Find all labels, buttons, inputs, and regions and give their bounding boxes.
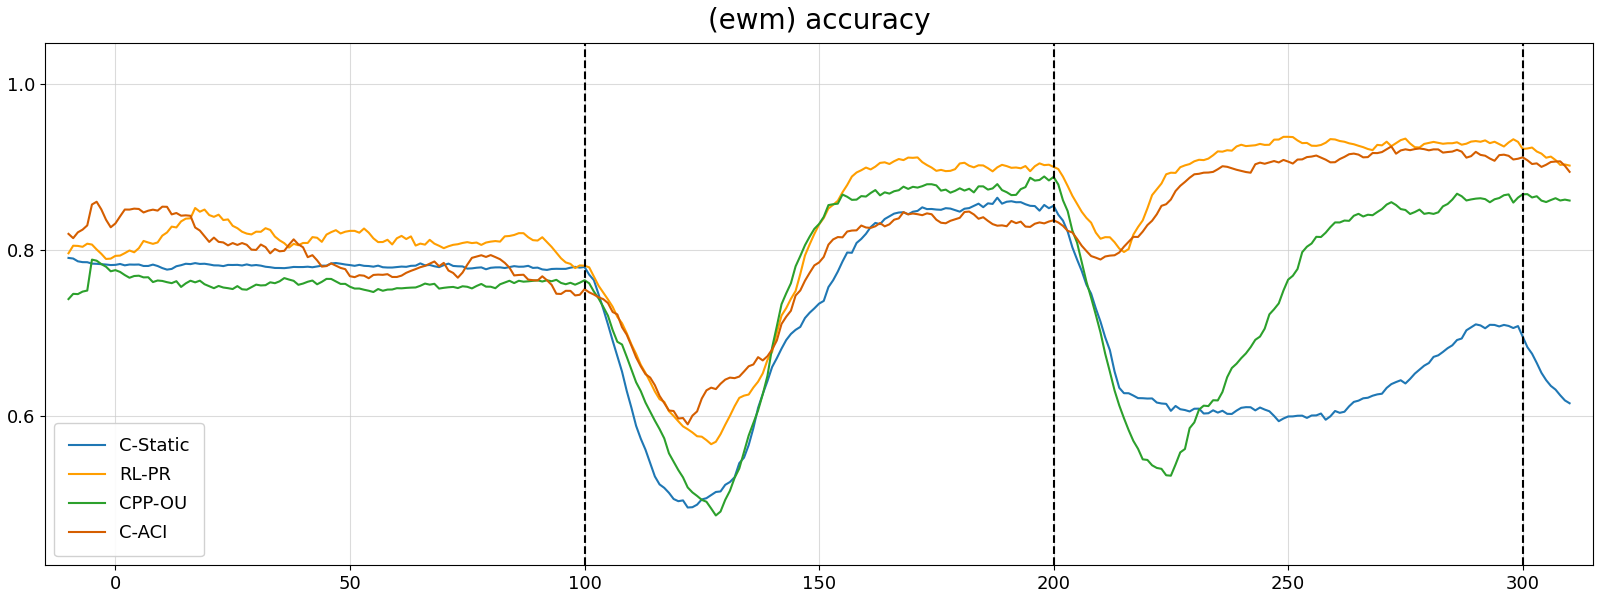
C-Static bbox=[1133, 395, 1152, 402]
CPP-OU bbox=[1006, 191, 1026, 199]
Legend: C-Static, RL-PR, CPP-OU, C-ACI: C-Static, RL-PR, CPP-OU, C-ACI bbox=[54, 423, 205, 556]
C-ACI bbox=[59, 230, 78, 238]
C-Static bbox=[678, 504, 698, 511]
CPP-OU bbox=[1035, 173, 1054, 180]
C-Static bbox=[1419, 359, 1438, 367]
RL-PR bbox=[59, 250, 78, 257]
RL-PR bbox=[1006, 164, 1026, 171]
Line: C-Static: C-Static bbox=[69, 198, 1570, 508]
Title: (ewm) accuracy: (ewm) accuracy bbox=[707, 7, 930, 35]
C-Static bbox=[965, 202, 984, 209]
CPP-OU bbox=[1419, 209, 1438, 217]
C-ACI bbox=[1560, 168, 1579, 175]
Line: RL-PR: RL-PR bbox=[69, 137, 1570, 444]
CPP-OU bbox=[706, 512, 725, 519]
C-Static bbox=[363, 263, 382, 270]
C-ACI bbox=[363, 271, 382, 278]
C-Static bbox=[59, 254, 78, 262]
RL-PR bbox=[730, 394, 749, 401]
C-Static bbox=[987, 194, 1006, 202]
C-ACI bbox=[1382, 143, 1402, 150]
C-Static bbox=[1560, 400, 1579, 407]
C-Static bbox=[1011, 199, 1030, 206]
CPP-OU bbox=[1133, 456, 1152, 463]
C-ACI bbox=[1419, 147, 1438, 154]
RL-PR bbox=[965, 164, 984, 171]
C-ACI bbox=[1006, 220, 1026, 227]
CPP-OU bbox=[1560, 197, 1579, 204]
C-ACI bbox=[730, 373, 749, 380]
CPP-OU bbox=[363, 289, 382, 296]
C-ACI bbox=[678, 421, 698, 428]
C-ACI bbox=[1128, 233, 1147, 241]
CPP-OU bbox=[965, 189, 984, 196]
RL-PR bbox=[1560, 162, 1579, 169]
CPP-OU bbox=[730, 465, 749, 472]
CPP-OU bbox=[59, 295, 78, 302]
RL-PR bbox=[1419, 139, 1438, 146]
Line: CPP-OU: CPP-OU bbox=[69, 176, 1570, 515]
RL-PR bbox=[1278, 133, 1298, 140]
RL-PR bbox=[363, 235, 382, 242]
C-ACI bbox=[965, 211, 984, 218]
RL-PR bbox=[701, 440, 720, 448]
C-Static bbox=[730, 460, 749, 467]
RL-PR bbox=[1128, 223, 1147, 230]
Line: C-ACI: C-ACI bbox=[69, 146, 1570, 424]
